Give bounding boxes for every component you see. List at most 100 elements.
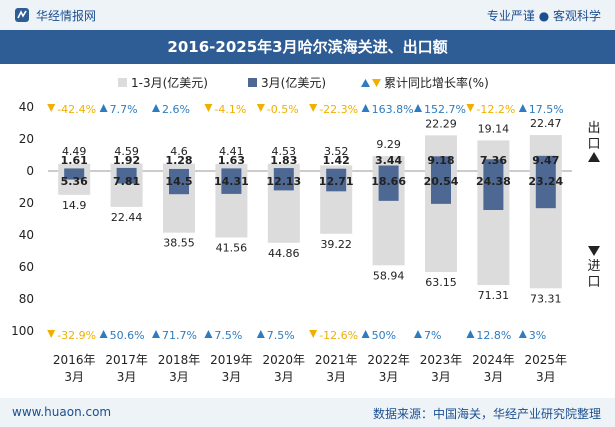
top-bar: 华经情报网 专业严谨 ● 客观科学 <box>0 0 615 30</box>
import-cumulative-value: 44.86 <box>268 247 300 260</box>
y-tick-label: 20 <box>19 196 34 210</box>
y-tick-label: 20 <box>19 132 34 146</box>
website-link[interactable]: www.huaon.com <box>12 405 112 419</box>
import-cumulative-value: 63.15 <box>425 276 457 289</box>
export-monthly-value: 1.61 <box>61 154 88 167</box>
import-growth-label: -12.6% <box>319 329 358 342</box>
x-tick-label-month: 3月 <box>536 370 556 384</box>
export-growth-up-arrow-icon <box>152 104 160 112</box>
export-monthly-bar <box>221 168 242 171</box>
y-tick-label: 60 <box>19 260 34 274</box>
x-tick-label-month: 3月 <box>326 370 346 384</box>
import-cumulative-value: 58.94 <box>373 269 405 282</box>
import-monthly-value: 7.81 <box>113 175 140 188</box>
import-monthly-value: 20.54 <box>424 175 459 188</box>
import-monthly-bar <box>431 171 451 204</box>
import-monthly-bar <box>483 171 504 211</box>
export-cumulative-bar <box>58 163 91 171</box>
import-side-label-char: 进 <box>587 259 600 274</box>
export-monthly-bar <box>378 165 399 171</box>
export-growth-label: -22.3% <box>319 103 358 116</box>
x-tick-label-month: 3月 <box>431 370 451 384</box>
x-tick-label-year: 2019年 <box>210 353 253 367</box>
export-cumulative-value: 4.49 <box>62 145 87 158</box>
export-monthly-value: 9.47 <box>532 154 559 167</box>
export-cumulative-bar <box>110 163 143 171</box>
export-monthly-value: 1.83 <box>270 154 297 167</box>
import-monthly-value: 14.31 <box>214 175 249 188</box>
import-cumulative-value: 73.31 <box>530 292 562 305</box>
import-monthly-value: 12.13 <box>266 175 301 188</box>
import-cumulative-value: 38.55 <box>163 237 195 250</box>
x-tick-label-year: 2016年 <box>53 353 96 367</box>
export-monthly-bar <box>483 159 504 171</box>
legend-swatch-monthly <box>248 78 257 87</box>
import-cumulative-value: 14.9 <box>62 199 87 212</box>
export-monthly-value: 1.42 <box>323 154 350 167</box>
export-cumulative-bar <box>267 163 300 171</box>
import-cumulative-value: 39.22 <box>320 238 352 251</box>
import-monthly-bar <box>535 171 556 209</box>
import-growth-label: 71.7% <box>162 329 197 342</box>
data-source: 数据来源：中国海关，华经产业研究院整理 <box>372 407 601 421</box>
export-growth-up-arrow-icon <box>99 104 108 112</box>
export-growth-down-arrow-icon <box>256 104 265 112</box>
export-monthly-value: 1.28 <box>165 154 192 167</box>
x-tick-label-month: 3月 <box>117 370 137 384</box>
export-cumulative-value: 4.6 <box>170 145 188 158</box>
export-cumulative-value: 22.47 <box>530 117 562 130</box>
import-growth-label: 50% <box>372 329 396 342</box>
import-monthly-bar <box>273 171 294 191</box>
tagline: 专业严谨 ● 客观科学 <box>486 9 601 23</box>
export-growth-label: -12.2% <box>476 103 515 116</box>
import-growth-label: 3% <box>529 329 546 342</box>
chart-title: 2016-2025年3月哈尔滨海关进、出口额 <box>0 30 615 64</box>
export-growth-up-arrow-icon <box>414 104 422 112</box>
export-monthly-bar <box>169 168 189 171</box>
footer-bar: www.huaon.com 数据来源：中国海关，华经产业研究院整理 <box>0 398 615 427</box>
export-monthly-value: 7.36 <box>480 154 507 167</box>
import-growth-label: 7% <box>424 329 441 342</box>
import-monthly-bar <box>378 171 399 201</box>
export-cumulative-bar <box>163 163 195 171</box>
import-cumulative-value: 41.56 <box>216 241 248 254</box>
export-monthly-value: 9.18 <box>427 154 454 167</box>
import-growth-up-arrow-icon <box>466 330 475 338</box>
export-growth-down-arrow-icon <box>309 104 318 112</box>
export-growth-label: 2.6% <box>162 103 190 116</box>
export-growth-label: 152.7% <box>424 103 466 116</box>
export-monthly-bar <box>326 168 347 171</box>
import-monthly-value: 23.24 <box>528 175 563 188</box>
export-monthly-value: 1.63 <box>218 154 245 167</box>
import-growth-down-arrow-icon <box>47 330 56 338</box>
import-growth-up-arrow-icon <box>518 330 527 338</box>
x-tick-label-year: 2025年 <box>525 353 568 367</box>
x-tick-label-year: 2023年 <box>420 353 463 367</box>
export-monthly-bar <box>273 168 294 171</box>
export-monthly-bar <box>116 167 137 171</box>
import-growth-label: 7.5% <box>214 329 242 342</box>
import-growth-up-arrow-icon <box>99 330 108 338</box>
import-monthly-value: 14.5 <box>165 175 192 188</box>
x-tick-label-year: 2024年 <box>472 353 515 367</box>
y-tick-label: 40 <box>19 100 34 114</box>
import-monthly-bar <box>116 171 137 184</box>
export-growth-label: 17.5% <box>529 103 564 116</box>
export-growth-label: 163.8% <box>372 103 414 116</box>
logo-icon <box>15 8 29 22</box>
import-monthly-bar <box>64 171 85 180</box>
import-monthly-bar <box>169 171 189 195</box>
export-growth-down-arrow-icon <box>204 104 213 112</box>
x-tick-label-month: 3月 <box>169 370 189 384</box>
import-monthly-value: 5.36 <box>61 175 88 188</box>
export-growth-down-arrow-icon <box>466 104 475 112</box>
import-down-arrow-icon <box>588 246 600 256</box>
export-growth-label: -4.1% <box>214 103 246 116</box>
import-growth-up-arrow-icon <box>414 330 422 338</box>
export-cumulative-bar <box>215 163 248 171</box>
export-monthly-value: 1.92 <box>113 154 140 167</box>
export-growth-up-arrow-icon <box>518 104 527 112</box>
export-cumulative-value: 9.29 <box>376 138 401 151</box>
x-tick-label-year: 2021年 <box>315 353 358 367</box>
export-monthly-bar <box>64 168 85 171</box>
